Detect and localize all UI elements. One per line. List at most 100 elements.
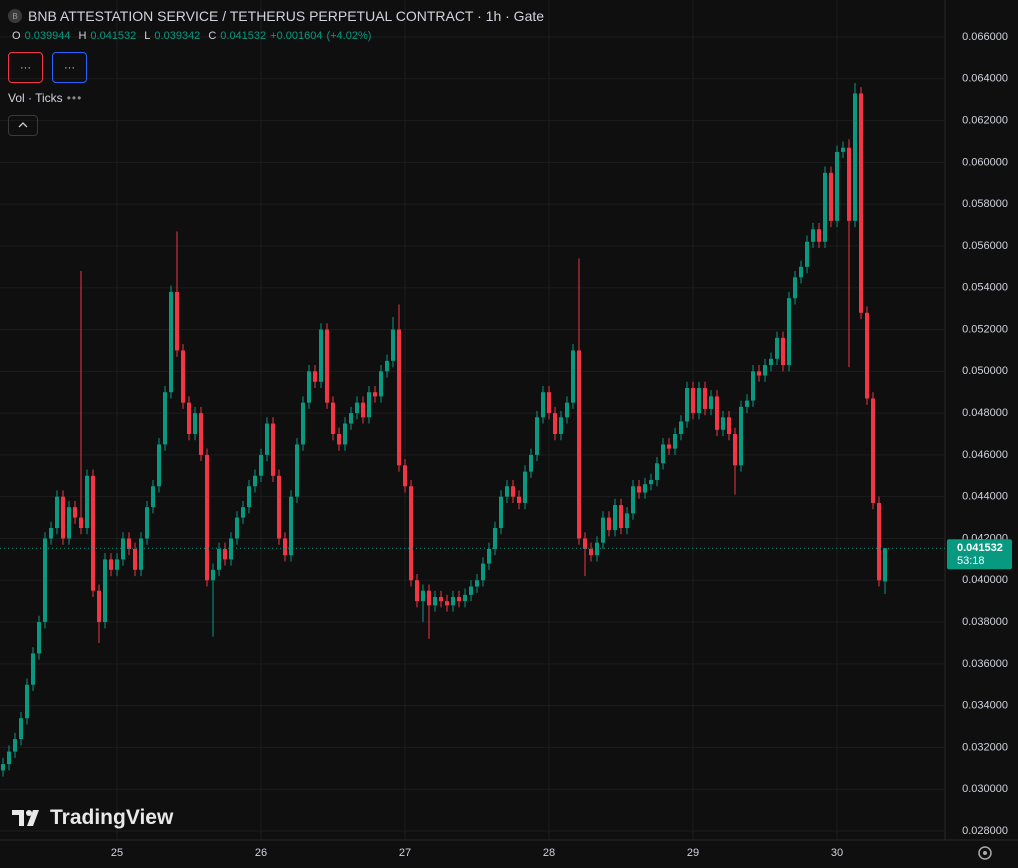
brand-name: TradingView — [50, 806, 174, 829]
change: +0.001604 — [270, 30, 323, 42]
candle-body — [241, 507, 245, 518]
candle-body — [415, 580, 419, 602]
candle-body — [247, 486, 251, 508]
candle-body — [781, 337, 785, 366]
candle-body — [31, 653, 35, 685]
candle-body — [823, 172, 827, 242]
candle-body — [421, 590, 425, 602]
candle-body — [493, 528, 497, 549]
candle-body — [13, 739, 17, 752]
candle-body — [685, 388, 689, 422]
symbol-icon: B — [8, 9, 22, 23]
candle-body — [187, 402, 191, 434]
candle-body — [553, 413, 557, 434]
candle-body — [271, 423, 275, 476]
candle-body — [61, 496, 65, 539]
x-tick-label: 27 — [399, 847, 411, 859]
ohlc-row: O 0.039944 H 0.041532 L 0.039342 C 0.041532 +0.0… — [8, 26, 544, 46]
candle-body — [91, 475, 95, 591]
candle-body — [619, 505, 623, 529]
candle-body — [709, 396, 713, 409]
candle-body — [589, 548, 593, 556]
candle-body — [517, 496, 521, 503]
candle-body — [433, 596, 437, 606]
x-tick-label: 25 — [111, 847, 123, 859]
y-tick-label: 0.054000 — [962, 282, 1008, 294]
candle-body — [163, 392, 167, 445]
candle-body — [523, 471, 527, 503]
red-button[interactable]: ··· — [8, 52, 43, 83]
y-tick-label: 0.032000 — [962, 741, 1008, 753]
candle-body — [793, 277, 797, 299]
candle-body — [673, 434, 677, 449]
blue-button[interactable]: ··· — [52, 52, 87, 83]
candle-body — [139, 538, 143, 570]
candle-body — [133, 548, 137, 570]
x-tick-label: 28 — [543, 847, 555, 859]
candle-body — [751, 371, 755, 401]
candle-body — [169, 291, 173, 393]
candle-body — [79, 517, 83, 529]
y-tick-label: 0.048000 — [962, 407, 1008, 419]
candle-body — [799, 266, 803, 278]
ohlc-value: 0.039342 — [154, 30, 201, 42]
candle-body — [475, 580, 479, 587]
candle-body — [625, 513, 629, 529]
last-price-box — [947, 539, 1012, 570]
y-tick-label: 0.044000 — [962, 491, 1008, 503]
candle-body — [691, 388, 695, 414]
candle-body — [391, 329, 395, 361]
candle-body — [445, 601, 449, 606]
candle-body — [19, 718, 23, 740]
candle-body — [361, 402, 365, 418]
candle-body — [199, 413, 203, 455]
candle-body — [289, 496, 293, 556]
candle-body — [439, 596, 443, 602]
candle-body — [811, 229, 815, 242]
caret — [18, 122, 28, 128]
candle-body — [841, 147, 845, 152]
x-tick-label: 29 — [687, 847, 699, 859]
candle-body — [703, 388, 707, 409]
candle-body — [355, 402, 359, 414]
candle-body — [745, 400, 749, 407]
candle-body — [463, 594, 467, 602]
candle-body — [727, 417, 731, 434]
candle-body — [7, 751, 11, 765]
candle-body — [43, 538, 47, 623]
candle-body — [535, 417, 539, 455]
candle-body — [757, 371, 761, 376]
legend: B BNB ATTESTATION SERVICE / TETHERUS PER… — [8, 6, 544, 46]
candle-body — [631, 486, 635, 514]
candle-body — [229, 538, 233, 560]
indicator[interactable]: Vol · Ticks ••• — [8, 91, 83, 105]
grid — [0, 0, 945, 840]
candle-body — [661, 444, 665, 464]
candle-body — [25, 684, 29, 719]
candle-body — [577, 350, 581, 539]
candle-body — [151, 486, 155, 508]
candle-body — [331, 402, 335, 434]
candle-body — [883, 548, 887, 582]
candle-body — [715, 396, 719, 430]
candle-body — [457, 596, 461, 602]
y-tick-label: 0.060000 — [962, 156, 1008, 168]
candle-body — [559, 417, 563, 434]
candle-body — [313, 371, 317, 382]
candle-body — [115, 559, 119, 570]
candle-body — [859, 93, 863, 313]
candle-body — [325, 329, 329, 403]
candle-body — [847, 147, 851, 221]
collapse-button[interactable] — [8, 115, 38, 136]
candle-body — [157, 444, 161, 487]
candle-body — [739, 406, 743, 466]
candle-body — [145, 507, 149, 539]
candle-body — [205, 454, 209, 581]
settings-icon[interactable] — [978, 846, 992, 860]
candle-body — [427, 590, 431, 606]
ohlc-label: O — [12, 30, 21, 42]
candle-body — [655, 463, 659, 480]
brand-logo — [12, 810, 39, 826]
candle-body — [769, 358, 773, 366]
